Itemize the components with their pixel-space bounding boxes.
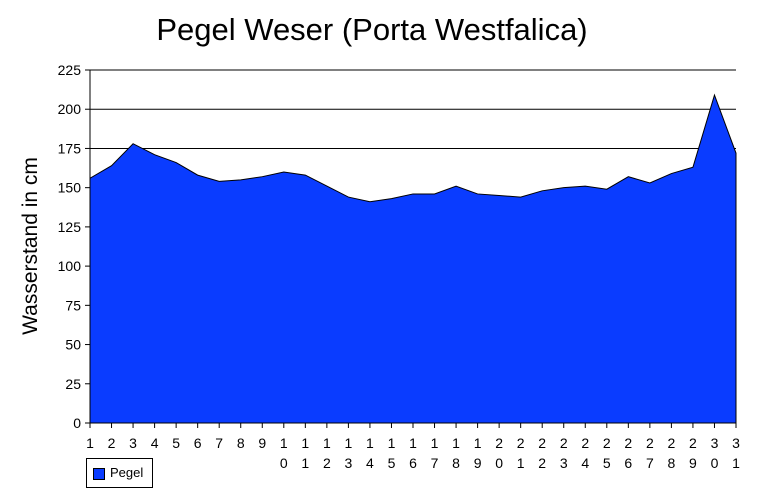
x-tick-labels: 1 2 3 4 5 6 7 8 9 1 01 11 21 31 41 51 61 71 81 92 02 12 22 32 42… xyxy=(86,435,740,471)
series-area-group xyxy=(89,93,737,424)
x-tick-label: 8 xyxy=(237,435,245,451)
y-tick-label: 225 xyxy=(58,62,82,78)
y-tick-label: 25 xyxy=(65,376,81,392)
x-tick-label: 5 xyxy=(172,435,180,451)
y-axis-label: Wasserstand in cm xyxy=(19,157,42,335)
legend-swatch-pegel xyxy=(93,468,105,480)
x-tick-label: 2 xyxy=(108,435,116,451)
chart-title: Pegel Weser (Porta Westfalica) xyxy=(156,12,587,47)
y-tick-label: 150 xyxy=(58,180,82,196)
legend: Pegel xyxy=(86,458,153,488)
series-area-pegel xyxy=(89,93,737,424)
x-tick-label: 3 xyxy=(129,435,137,451)
y-tick-labels: 0 25 50 75 100 125 150 175 200 225 xyxy=(58,62,82,431)
legend-label-pegel: Pegel xyxy=(110,465,144,480)
axes xyxy=(85,69,737,428)
x-tick-label: 7 xyxy=(215,435,223,451)
gridlines xyxy=(90,69,736,149)
x-tick-label: 6 xyxy=(194,435,202,451)
y-tick-label: 50 xyxy=(65,337,81,353)
x-tick-label: 4 xyxy=(151,435,159,451)
x-tick-label: 9 xyxy=(258,435,266,451)
y-tick-label: 75 xyxy=(65,297,81,313)
y-tick-label: 175 xyxy=(58,140,82,156)
x-tick-label: 1 xyxy=(86,435,94,451)
y-tick-label: 100 xyxy=(58,258,82,274)
y-tick-label: 0 xyxy=(73,415,81,431)
y-tick-label: 125 xyxy=(58,219,82,235)
y-tick-label: 200 xyxy=(58,101,82,117)
